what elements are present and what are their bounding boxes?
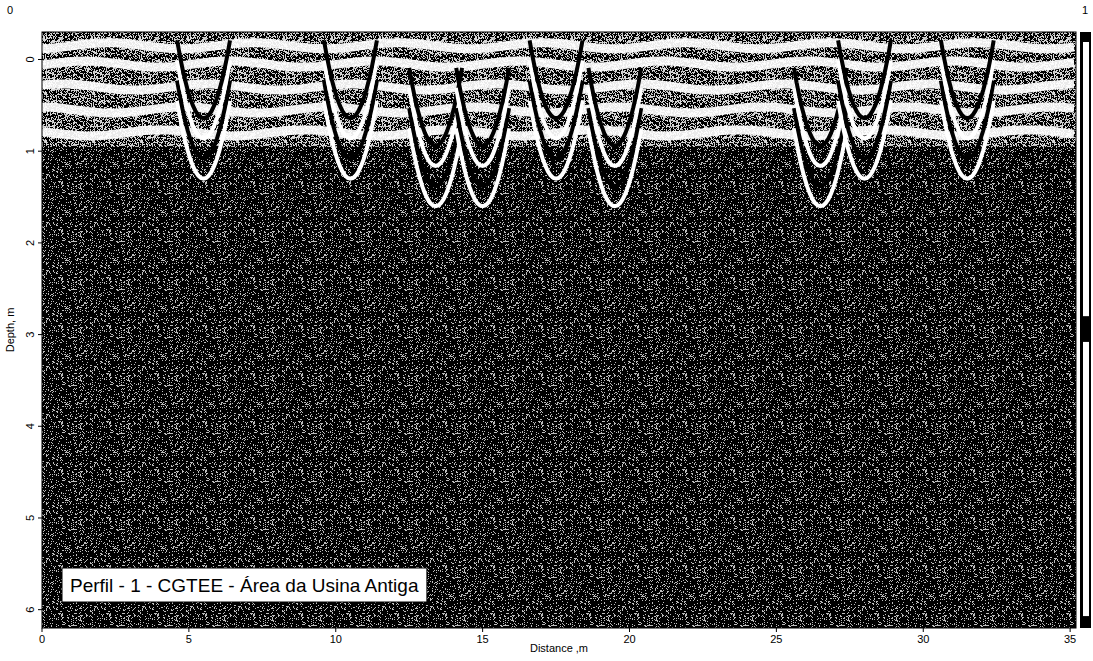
y-tick-label: 4 xyxy=(24,423,36,429)
hyperbola-arc xyxy=(530,40,583,118)
hyperbola xyxy=(409,68,462,206)
hyperbola xyxy=(941,40,994,178)
hyperbola-arc xyxy=(456,68,509,146)
y-tick-label: 5 xyxy=(24,515,36,521)
colorbar-segment xyxy=(1083,342,1089,616)
y-tick xyxy=(38,517,42,518)
hyperbola xyxy=(838,40,891,178)
title-box: Perfil - 1 - CGTEE - Área da Usina Antig… xyxy=(62,568,427,602)
colorbar xyxy=(1080,32,1091,628)
x-tick-label: 15 xyxy=(477,633,489,645)
reflector xyxy=(42,43,1074,49)
colorbar-label: 0 xyxy=(7,4,13,16)
hyperbola-arc xyxy=(324,40,377,118)
hyperbola xyxy=(456,68,509,206)
y-tick xyxy=(38,426,42,427)
hyperbola-arc xyxy=(838,40,891,118)
x-tick xyxy=(923,628,924,632)
y-tick xyxy=(38,151,42,152)
x-tick xyxy=(482,628,483,632)
hyperbola xyxy=(588,68,641,206)
y-tick xyxy=(38,59,42,60)
x-tick-label: 5 xyxy=(186,633,192,645)
x-tick-label: 10 xyxy=(330,633,342,645)
chart: 051015202530350123456Distance ,mDepth, m… xyxy=(0,0,1093,661)
y-tick xyxy=(38,334,42,335)
x-tick-label: 25 xyxy=(770,633,782,645)
x-tick-label: 20 xyxy=(623,633,635,645)
y-tick-label: 2 xyxy=(24,240,36,246)
colorbar-segment xyxy=(1083,42,1089,316)
x-tick-label: 0 xyxy=(39,633,45,645)
hyperbola xyxy=(324,40,377,178)
title-background xyxy=(62,568,427,602)
title: Perfil - 1 - CGTEE - Área da Usina Antig… xyxy=(70,575,419,596)
reflector xyxy=(42,61,1074,67)
noise xyxy=(42,32,1076,628)
x-axis-title: Distance ,m xyxy=(530,642,588,654)
y-tick xyxy=(38,242,42,243)
background xyxy=(0,0,1093,661)
y-tick-label: 3 xyxy=(24,332,36,338)
noise-upper xyxy=(42,32,1076,147)
hyperbola-arc xyxy=(941,40,994,118)
x-tick xyxy=(188,628,189,632)
x-tick xyxy=(776,628,777,632)
y-tick xyxy=(38,609,42,610)
x-tick xyxy=(335,628,336,632)
y-tick-label: 0 xyxy=(24,56,36,62)
plot-area xyxy=(42,32,1076,628)
y-tick-label: 6 xyxy=(24,607,36,613)
x-tick-label: 35 xyxy=(1064,633,1076,645)
hyperbola xyxy=(530,40,583,178)
reflector xyxy=(42,84,1074,90)
x-tick xyxy=(42,628,43,632)
y-tick-label: 1 xyxy=(24,148,36,154)
y-axis-title: Depth, m xyxy=(4,308,16,353)
hyperbola-arc xyxy=(177,40,230,118)
hyperbola xyxy=(177,40,230,178)
x-tick xyxy=(1070,628,1071,632)
hyperbola-arc xyxy=(588,68,641,146)
plot-background xyxy=(42,32,1076,628)
x-tick-label: 30 xyxy=(917,633,929,645)
x-tick xyxy=(629,628,630,632)
hyperbola-arc xyxy=(409,68,462,146)
colorbar-label: 1 xyxy=(1082,4,1088,16)
plot-frame xyxy=(42,32,1076,628)
